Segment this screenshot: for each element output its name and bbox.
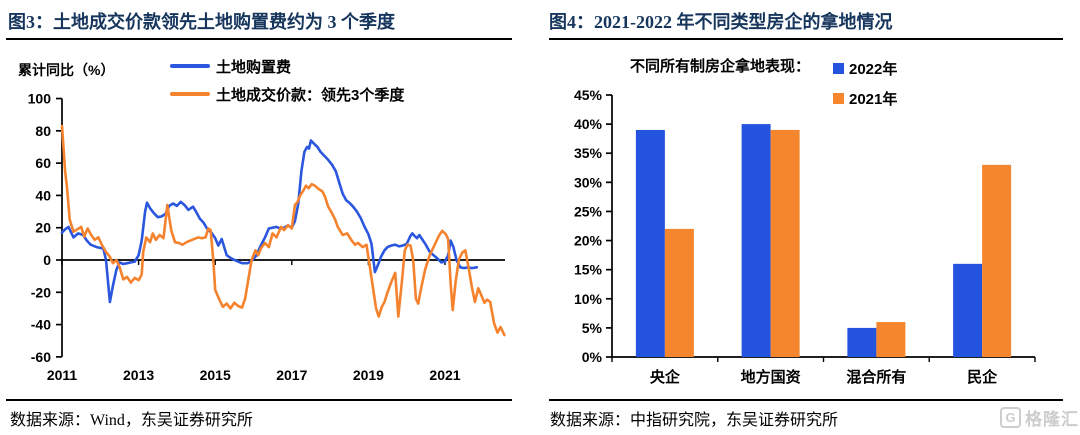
svg-text:混合所有: 混合所有	[846, 368, 906, 386]
figure4-title-rule	[549, 38, 1063, 40]
svg-text:40%: 40%	[574, 116, 603, 132]
gelonghui-watermark: G 格隆汇	[1000, 405, 1079, 430]
svg-text:10%: 10%	[574, 291, 603, 307]
svg-text:2021: 2021	[429, 367, 460, 383]
svg-text:0: 0	[43, 252, 51, 268]
legend-item-land-transaction-price: 土地成交价款：领先3个季度	[170, 80, 404, 108]
figure3-title-rule	[6, 38, 512, 40]
legend-item-2021: 2021年	[833, 83, 897, 113]
svg-text:央企: 央企	[650, 368, 681, 386]
svg-text:-20: -20	[31, 284, 51, 300]
svg-text:15%: 15%	[574, 262, 603, 278]
legend-label: 2021年	[849, 90, 898, 108]
figure4-source: 数据来源：中指研究院，东吴证券研究所	[550, 412, 839, 429]
svg-text:2017: 2017	[276, 367, 307, 383]
svg-text:-60: -60	[31, 349, 51, 365]
developer-type-bar-chart: 0% 5% 10% 15% 20% 25% 30% 35% 40% 45% 央企 地方国资 混合所有 民企	[574, 87, 1036, 386]
svg-text:2019: 2019	[353, 367, 384, 383]
blue-square-swatch-icon	[833, 62, 844, 74]
svg-text:-40: -40	[31, 317, 51, 333]
figure4-bottom-rule	[549, 399, 1063, 401]
land-fee-line-chart: 100 80 60 40 20 0 -20 -40 -60 2011 2013 2015 2017 201…	[28, 91, 506, 383]
svg-text:60: 60	[35, 155, 51, 171]
figure4-legend: 2022年 2021年	[833, 53, 897, 113]
legend-label: 2022年	[849, 60, 898, 78]
svg-text:100: 100	[28, 91, 52, 107]
svg-text:20%: 20%	[574, 233, 603, 249]
figure3-y-axis-label: 累计同比（%）	[18, 62, 115, 78]
figure3-bottom-rule	[6, 399, 512, 401]
figure4-label: 图4：	[549, 12, 594, 32]
svg-text:民企: 民企	[967, 368, 998, 386]
svg-text:35%: 35%	[574, 145, 603, 161]
orange-line-swatch-icon	[170, 92, 210, 96]
gelonghui-logo-icon: G	[1000, 407, 1021, 428]
figure4-title-text: 2021-2022 年不同类型房企的拿地情况	[594, 12, 893, 32]
svg-text:30%: 30%	[574, 174, 603, 190]
svg-text:2011: 2011	[47, 367, 78, 383]
blue-line-swatch-icon	[170, 64, 210, 68]
figure3-source: 数据来源：Wind，东吴证券研究所	[10, 412, 253, 429]
orange-square-swatch-icon	[833, 92, 844, 104]
svg-text:20: 20	[35, 220, 51, 236]
svg-text:45%: 45%	[574, 87, 603, 103]
figure3-title-text: 土地成交价款领先土地购置费约为 3 个季度	[53, 12, 395, 32]
figure4-title: 图4：2021-2022 年不同类型房企的拿地情况	[549, 8, 893, 36]
svg-text:0%: 0%	[582, 349, 603, 365]
figure3-label: 图3：	[8, 12, 53, 32]
svg-text:40: 40	[35, 187, 51, 203]
figure3-legend: 土地购置费 土地成交价款：领先3个季度	[170, 52, 404, 108]
legend-label: 土地购置费	[216, 58, 292, 76]
figure3-title: 图3：土地成交价款领先土地购置费约为 3 个季度	[8, 8, 395, 36]
figure4-chart-subtitle: 不同所有制房企拿地表现：	[630, 58, 811, 75]
gelonghui-logo-text: 格隆汇	[1025, 410, 1079, 429]
legend-item-land-purchase-fee: 土地购置费	[170, 52, 404, 80]
svg-text:2015: 2015	[200, 367, 231, 383]
svg-text:地方国资: 地方国资	[741, 368, 801, 386]
svg-text:25%: 25%	[574, 203, 603, 219]
svg-text:2013: 2013	[123, 367, 154, 383]
svg-text:5%: 5%	[582, 320, 603, 336]
legend-label: 土地成交价款：领先3个季度	[216, 86, 405, 104]
svg-text:80: 80	[35, 123, 51, 139]
legend-item-2022: 2022年	[833, 53, 897, 83]
